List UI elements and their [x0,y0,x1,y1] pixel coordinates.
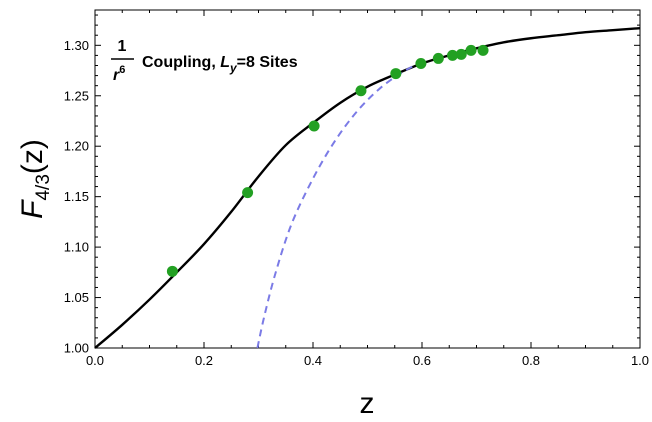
y-tick-label: 1.00 [64,341,89,356]
x-tick-label: 0.4 [304,353,322,368]
x-tick-label: 0.8 [522,353,540,368]
y-tick-label: 1.05 [64,290,89,305]
solid-curve [94,26,641,349]
y-tick-labels: 1.00 1.05 1.10 1.15 1.20 1.25 1.30 [64,38,89,356]
y-axis-label-main: F [16,199,49,219]
annotation-frac-den-r: r [113,67,120,84]
annotation-L: L [220,54,230,71]
y-axis-label-sub: 4/3 [33,174,54,200]
annotation-L-sub: y [229,61,238,75]
x-axis-label: z [360,387,375,420]
annotation-frac-den-exp: 6 [119,64,125,76]
x-tick-label: 1.0 [631,353,649,368]
x-tick-label: 0.0 [86,353,104,368]
data-point [242,187,254,199]
data-point [465,44,477,56]
y-axis-label-arg: (z) [16,139,49,174]
y-tick-label: 1.30 [64,38,89,53]
annotation-frac-den: r6 [113,64,125,84]
annotation-coupling: Coupling, [142,54,220,71]
data-point [355,85,367,97]
annotation: 1 r6 Coupling, Ly=8 Sites [111,38,298,84]
annotation-sites: =8 Sites [237,54,298,71]
y-tick-label: 1.10 [64,240,89,255]
x-tick-label: 0.6 [413,353,431,368]
data-point [455,48,467,60]
data-point [477,44,489,56]
tick-marks [94,10,641,349]
y-tick-label: 1.25 [64,88,89,103]
data-point [308,120,320,132]
x-tick-labels: 0.0 0.2 0.4 0.6 0.8 1.0 [86,353,649,368]
data-point [415,57,427,69]
y-tick-label: 1.15 [64,189,89,204]
y-tick-label: 1.20 [64,139,89,154]
data-point [447,49,459,61]
series-group [94,26,641,349]
data-point [166,265,178,277]
y-axis-label: F4/3(z) [16,139,54,219]
data-point [390,68,402,80]
x-tick-label: 0.2 [195,353,213,368]
annotation-frac-num: 1 [118,38,127,55]
annotation-text: Coupling, Ly=8 Sites [142,54,298,75]
data-point [432,52,444,64]
dashed-curve [256,60,423,349]
